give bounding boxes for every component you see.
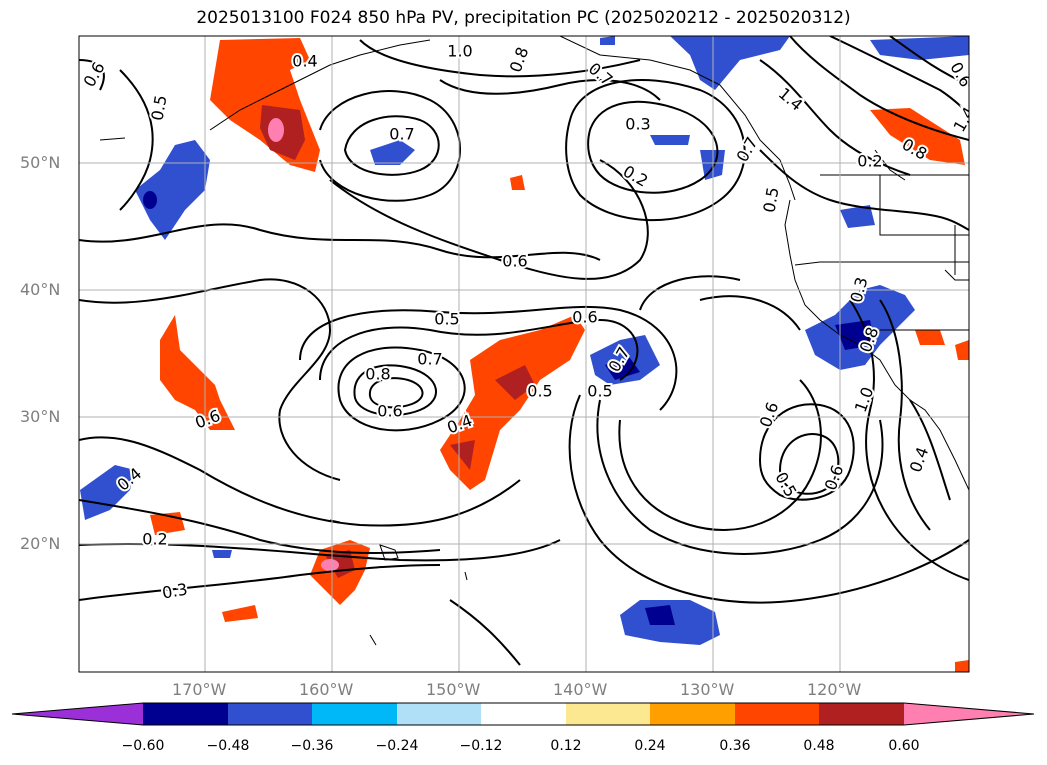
colorbar-tick-label: 0.12	[550, 738, 582, 754]
contour-label: 0.2	[857, 152, 882, 171]
contour-label: 0.5	[527, 382, 552, 401]
lon-label-160w: 160°W	[299, 680, 354, 699]
colorbar	[11, 702, 1035, 726]
contour-label: 0.5	[434, 310, 459, 329]
map-frame	[78, 35, 970, 673]
contour-label: 0.7	[389, 125, 414, 144]
colorbar-segment	[312, 703, 397, 725]
lon-label-120w: 120°W	[807, 680, 862, 699]
colorbar-tick-label: 0.36	[719, 738, 751, 754]
contour-label: 0.6	[572, 308, 597, 327]
colorbar-segment	[566, 703, 650, 725]
pv-contours	[79, 36, 969, 666]
lon-label-130w: 130°W	[680, 680, 735, 699]
colorbar-extend-max	[904, 703, 1034, 725]
gridlines	[79, 36, 969, 672]
lat-label-20n: 20°N	[20, 534, 61, 553]
colorbar-tick-label: 0.60	[888, 738, 920, 754]
colorbar-segment	[735, 703, 819, 725]
colorbar-segment	[397, 703, 481, 725]
lat-label-40n: 40°N	[20, 280, 61, 299]
figure-title: 2025013100 F024 850 hPa PV, precipitatio…	[196, 8, 851, 28]
colorbar-tick-label: −0.48	[206, 738, 250, 754]
contour-label: 0.2	[142, 530, 167, 549]
colorbar-outline	[11, 702, 1035, 726]
colorbar-segment	[143, 703, 228, 725]
contour-label: 0.6	[502, 252, 527, 271]
lon-label-170w: 170°W	[172, 680, 227, 699]
colorbar-segment	[228, 703, 312, 725]
precip-positive-areas	[150, 38, 969, 672]
lat-label-30n: 30°N	[20, 407, 61, 426]
contour-label: 1.0	[447, 42, 472, 61]
colorbar-tick-label: 0.48	[803, 738, 835, 754]
precip-area-central	[440, 315, 585, 490]
contour-label: 0.4	[292, 52, 317, 71]
colorbar-tick-label: −0.12	[459, 738, 503, 754]
contour-label: 0.8	[365, 365, 390, 384]
coastlines	[99, 36, 969, 646]
contour-label: 0.5	[587, 382, 612, 401]
colorbar-tick-label: −0.60	[121, 738, 165, 754]
contour-label: 0.6	[377, 402, 402, 421]
colorbar-tick-label: −0.24	[375, 738, 419, 754]
contour-label: 0.3	[625, 115, 650, 134]
colorbar-segment	[819, 703, 904, 725]
lat-label-50n: 50°N	[20, 153, 61, 172]
precip-area-west	[160, 315, 235, 430]
contour-label: 0.7	[417, 350, 442, 369]
lon-label-150w: 150°W	[426, 680, 481, 699]
colorbar-segment	[650, 703, 735, 725]
colorbar-tick-label: 0.24	[634, 738, 666, 754]
colorbar-extend-min	[12, 703, 143, 725]
colorbar-tick-label: −0.36	[290, 738, 334, 754]
lon-label-140w: 140°W	[553, 680, 608, 699]
precip-area-blue-west	[135, 140, 210, 240]
colorbar-segment	[481, 703, 566, 725]
precip-negative-areas	[80, 36, 969, 645]
